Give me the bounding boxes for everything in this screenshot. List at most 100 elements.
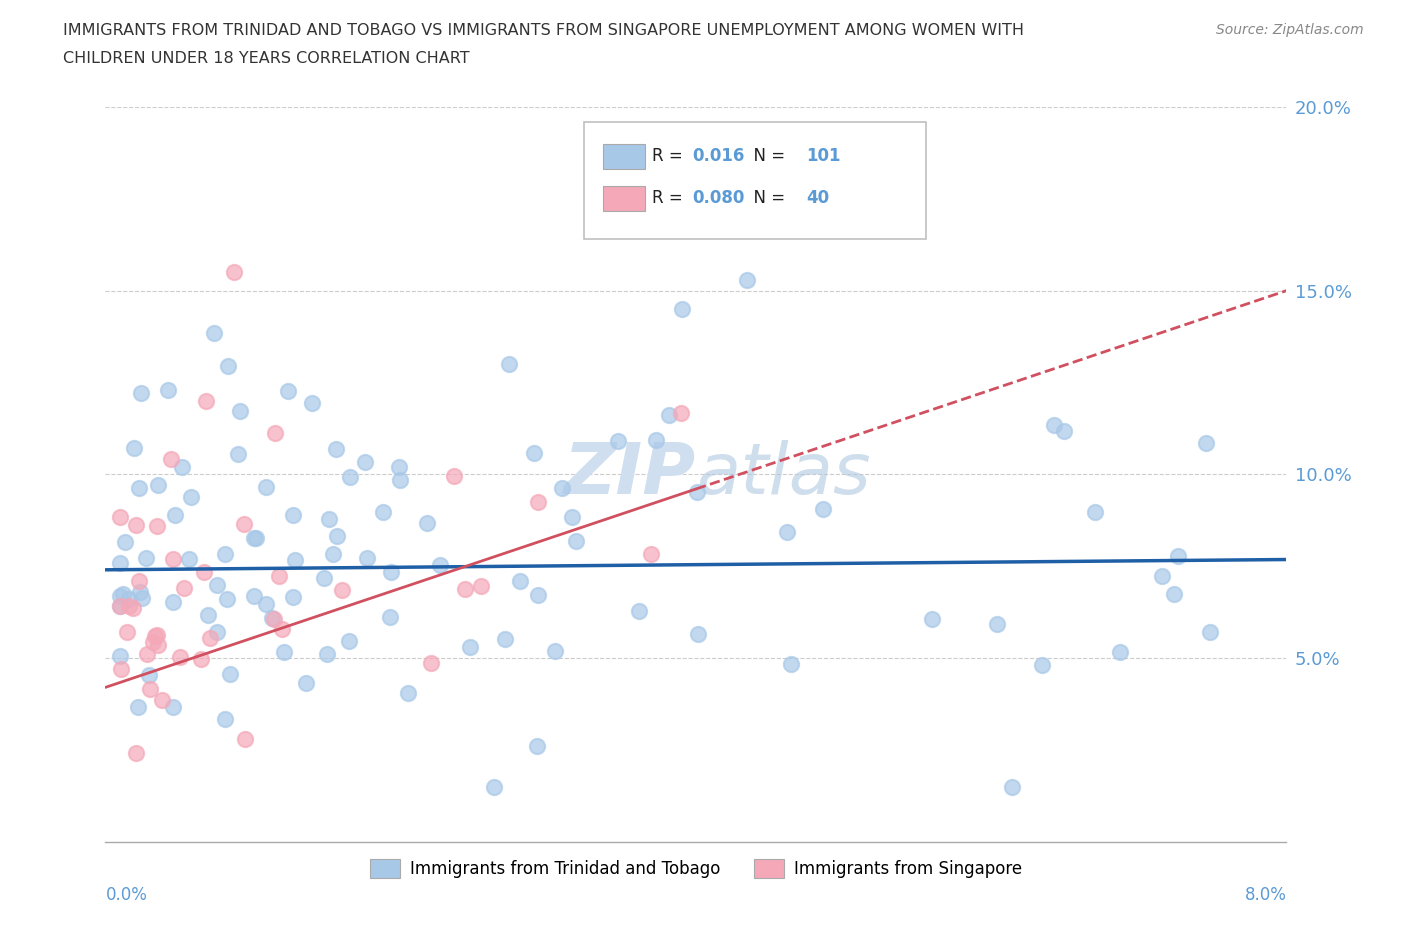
Point bbox=[222, 265, 245, 280]
Point bbox=[1163, 587, 1185, 602]
Point bbox=[644, 432, 666, 447]
Point bbox=[640, 547, 662, 562]
Point bbox=[671, 301, 693, 316]
Point bbox=[388, 472, 411, 487]
Point bbox=[314, 571, 336, 586]
Point bbox=[157, 382, 180, 397]
Point bbox=[322, 546, 344, 561]
Point bbox=[263, 612, 285, 627]
Point bbox=[281, 507, 304, 522]
Point bbox=[128, 481, 150, 496]
Point bbox=[150, 693, 173, 708]
Point bbox=[233, 732, 256, 747]
Point bbox=[494, 631, 516, 646]
Point bbox=[198, 631, 221, 645]
Point bbox=[131, 386, 153, 401]
Point bbox=[318, 512, 340, 527]
FancyBboxPatch shape bbox=[603, 144, 645, 169]
Point bbox=[686, 626, 709, 641]
Point bbox=[1001, 779, 1024, 794]
Point bbox=[779, 657, 801, 671]
Point bbox=[429, 557, 451, 572]
Point bbox=[127, 700, 149, 715]
Point bbox=[1167, 549, 1189, 564]
Point bbox=[283, 590, 305, 604]
Point bbox=[776, 525, 799, 539]
Point bbox=[551, 480, 574, 495]
Point bbox=[205, 578, 228, 592]
Text: atlas: atlas bbox=[696, 440, 870, 509]
Point bbox=[117, 598, 139, 613]
Point bbox=[125, 746, 148, 761]
Text: IMMIGRANTS FROM TRINIDAD AND TOBAGO VS IMMIGRANTS FROM SINGAPORE UNEMPLOYMENT AM: IMMIGRANTS FROM TRINIDAD AND TOBAGO VS I… bbox=[63, 23, 1024, 38]
Point bbox=[523, 445, 546, 460]
Point bbox=[561, 510, 583, 525]
Point bbox=[214, 711, 236, 726]
Point bbox=[243, 589, 266, 604]
Point bbox=[294, 676, 316, 691]
Point bbox=[179, 551, 201, 566]
Point bbox=[607, 433, 630, 448]
Point bbox=[270, 621, 292, 636]
Point bbox=[527, 494, 550, 509]
Point bbox=[207, 625, 229, 640]
Point bbox=[1108, 644, 1130, 659]
Point bbox=[121, 601, 143, 616]
Point bbox=[180, 489, 202, 504]
Point bbox=[356, 551, 378, 565]
Point bbox=[454, 581, 477, 596]
Point bbox=[139, 682, 162, 697]
Text: 0.080: 0.080 bbox=[692, 189, 745, 207]
Point bbox=[245, 531, 267, 546]
Point bbox=[269, 568, 291, 583]
Point bbox=[124, 441, 146, 456]
Text: Source: ZipAtlas.com: Source: ZipAtlas.com bbox=[1216, 23, 1364, 37]
Point bbox=[110, 510, 132, 525]
Point bbox=[263, 425, 285, 440]
Point bbox=[143, 629, 166, 644]
Point bbox=[316, 646, 339, 661]
Point bbox=[482, 779, 505, 794]
Point bbox=[146, 519, 169, 534]
Point bbox=[325, 442, 347, 457]
Point bbox=[628, 604, 651, 618]
Point bbox=[243, 530, 266, 545]
Point bbox=[135, 647, 157, 662]
Point bbox=[330, 582, 353, 597]
Point bbox=[686, 484, 709, 498]
Point bbox=[162, 699, 184, 714]
Point bbox=[135, 551, 157, 565]
Point bbox=[380, 610, 402, 625]
Point bbox=[138, 667, 160, 682]
Y-axis label: Unemployment Among Women with Children Under 18 years: Unemployment Among Women with Children U… bbox=[0, 250, 7, 698]
Point bbox=[277, 384, 299, 399]
Point bbox=[146, 637, 169, 652]
Point bbox=[326, 529, 349, 544]
Point bbox=[811, 502, 834, 517]
Point bbox=[125, 517, 148, 532]
Point bbox=[118, 591, 141, 606]
Point bbox=[162, 551, 184, 566]
Point bbox=[526, 588, 548, 603]
FancyBboxPatch shape bbox=[583, 122, 927, 239]
Point bbox=[273, 644, 295, 659]
Point bbox=[339, 634, 361, 649]
Point bbox=[284, 552, 307, 567]
Text: 0.016: 0.016 bbox=[692, 147, 745, 166]
Point bbox=[380, 565, 402, 579]
Text: 0.0%: 0.0% bbox=[105, 885, 148, 904]
Point bbox=[190, 651, 212, 666]
Point bbox=[526, 738, 548, 753]
Point bbox=[1084, 505, 1107, 520]
Text: N =: N = bbox=[744, 189, 790, 207]
Point bbox=[217, 359, 239, 374]
Point bbox=[128, 574, 150, 589]
Point bbox=[110, 662, 132, 677]
Point bbox=[254, 480, 277, 495]
Point bbox=[260, 610, 283, 625]
Point bbox=[110, 648, 132, 663]
Point bbox=[301, 396, 323, 411]
Point bbox=[396, 685, 419, 700]
Point bbox=[229, 404, 252, 418]
Point bbox=[226, 447, 249, 462]
